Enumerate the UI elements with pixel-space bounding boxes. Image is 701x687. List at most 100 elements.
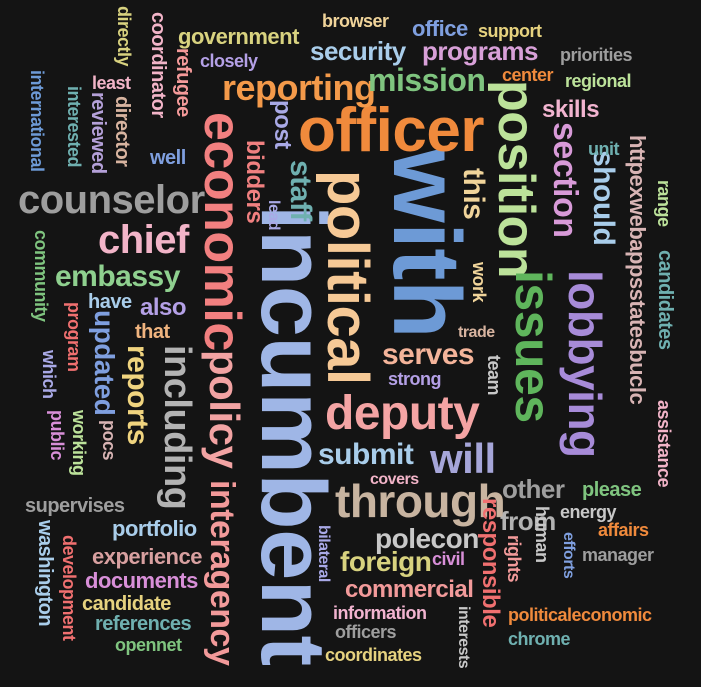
word-interests: interests — [455, 606, 472, 669]
word-programs: programs — [422, 36, 538, 66]
word-bilateral: bilateral — [315, 525, 332, 582]
word-foreign: foreign — [340, 546, 432, 577]
word-security: security — [310, 36, 406, 66]
word-trade: trade — [458, 324, 495, 341]
word-embassy: embassy — [55, 260, 180, 293]
word-director: director — [111, 96, 133, 167]
word-bidders: bidders — [241, 140, 268, 224]
word-supervises: supervises — [25, 495, 125, 517]
word-with: with — [373, 148, 480, 338]
word-closely: closely — [200, 51, 258, 71]
word-coordinator: coordinator — [147, 12, 169, 118]
word-officers: officers — [335, 622, 397, 642]
word-other: other — [502, 474, 565, 504]
word-covers: covers — [370, 471, 419, 488]
word-portfolio: portfolio — [112, 516, 197, 541]
word-political: political — [315, 170, 380, 385]
word-information: information — [333, 603, 427, 623]
word-support: support — [478, 21, 542, 41]
word-position: position — [487, 80, 545, 279]
word-lobbying: lobbying — [559, 270, 611, 458]
word-experience: experience — [92, 544, 202, 569]
word-responsible: responsible — [477, 498, 504, 628]
word-submit: submit — [318, 438, 414, 471]
word-candidate: candidate — [82, 593, 171, 615]
word-incumbent: incumbent — [242, 205, 344, 666]
word-unit: unit — [588, 139, 620, 159]
word-rights: rights — [504, 535, 524, 583]
word-interested: interested — [64, 86, 84, 168]
word-policy: policy — [201, 350, 248, 469]
word-deputy: deputy — [325, 387, 480, 440]
word-skills: skills — [542, 96, 600, 123]
word-strong: strong — [388, 369, 442, 389]
word-pocs: pocs — [99, 420, 119, 461]
word-interagency: interagency — [203, 480, 241, 666]
word-this: this — [457, 168, 490, 220]
word-economic: economic — [193, 112, 251, 351]
word-polecon: polecon — [375, 523, 479, 554]
word-references: references — [95, 613, 192, 635]
word-washington: washington — [34, 520, 56, 627]
word-directly: directly — [114, 6, 134, 67]
word-httpexwebappsstatesbuclc: httpexwebappsstatesbuclc — [625, 135, 650, 405]
word-which: which — [39, 350, 59, 399]
word-documents: documents — [85, 568, 198, 593]
word-updated: updated — [89, 310, 120, 416]
word-team: team — [484, 355, 504, 396]
word-regional: regional — [565, 71, 632, 91]
word-public: public — [47, 410, 67, 460]
word-coordinates: coordinates — [325, 645, 422, 665]
word-refugee: refugee — [172, 48, 194, 117]
word-least: least — [92, 73, 131, 93]
word-range: range — [654, 180, 674, 227]
word-office: office — [412, 16, 468, 41]
word-working: working — [69, 410, 89, 476]
word-post: post — [269, 100, 296, 149]
word-from: from — [500, 506, 556, 536]
word-work: work — [469, 262, 489, 303]
word-development: development — [59, 535, 79, 641]
word-affairs: affairs — [598, 520, 649, 540]
word-human: human — [532, 506, 552, 563]
word-center: center — [502, 65, 554, 85]
word-issues: issues — [505, 270, 561, 423]
word-chief: chief — [98, 218, 189, 262]
word-government: government — [178, 24, 299, 49]
word-counselor: counselor — [18, 178, 205, 222]
word-opennet: opennet — [115, 635, 182, 655]
word-manager: manager — [582, 545, 654, 565]
word-well: well — [150, 147, 186, 169]
word-section: section — [546, 122, 584, 238]
word-should: should — [587, 150, 620, 246]
word-also: also — [140, 294, 187, 321]
word-serves: serves — [382, 338, 475, 371]
word-mission: mission — [368, 62, 486, 98]
word-staff: staff — [284, 160, 317, 221]
word-chrome: chrome — [508, 629, 571, 649]
word-reporting: reporting — [222, 67, 376, 108]
word-commercial: commercial — [345, 576, 474, 603]
word-program: program — [64, 302, 84, 372]
word-community: community — [31, 230, 51, 322]
word-through: through — [335, 475, 506, 527]
word-candidates: candidates — [654, 250, 676, 350]
word-browser: browser — [322, 11, 389, 31]
word-civil: civil — [432, 549, 465, 569]
word-reports: reports — [121, 345, 154, 445]
word-efforts: efforts — [560, 532, 577, 579]
word-have: have — [88, 291, 132, 313]
word-priorities: priorities — [560, 45, 633, 65]
word-energy: energy — [560, 502, 617, 522]
word-will: will — [430, 435, 496, 482]
word-lead: lead — [265, 200, 282, 231]
word-reviewed: reviewed — [87, 92, 109, 174]
word-politicaleconomic: politicaleconomic — [508, 605, 652, 625]
word-international: international — [27, 70, 47, 172]
word-officer: officer — [298, 96, 484, 165]
word-assistance: assistance — [654, 400, 674, 488]
word-including: including — [156, 345, 198, 510]
word-please: please — [582, 479, 642, 501]
word-that: that — [135, 321, 170, 343]
